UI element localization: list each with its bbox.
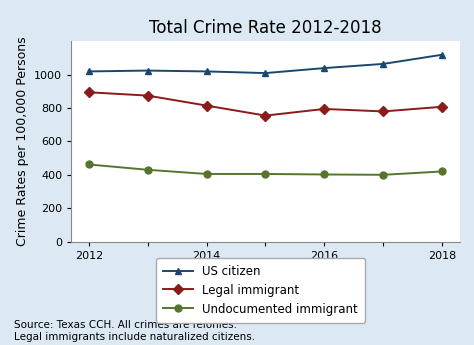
Line: Undocumented immigrant: Undocumented immigrant [85,161,446,178]
Undocumented immigrant [321,172,327,177]
Legal immigrant [439,105,445,109]
Legal immigrant [380,109,386,114]
US citizen [439,53,445,57]
Legend: US citizen, Legal immigrant, Undocumented immigrant: US citizen, Legal immigrant, Undocumente… [156,258,365,323]
Legal immigrant [263,114,268,118]
Undocumented immigrant [263,172,268,176]
Line: Legal immigrant: Legal immigrant [85,89,446,119]
Undocumented immigrant [86,162,91,167]
Legal immigrant [145,93,151,98]
US citizen [204,69,210,73]
US citizen [321,66,327,70]
Legal immigrant [204,104,210,108]
Undocumented immigrant [145,168,151,172]
Legal immigrant [321,107,327,111]
US citizen [263,71,268,75]
US citizen [145,69,151,73]
Line: US citizen: US citizen [85,51,446,77]
X-axis label: Year: Year [252,265,279,278]
Title: Total Crime Rate 2012-2018: Total Crime Rate 2012-2018 [149,19,382,37]
Legal immigrant [86,90,91,94]
Y-axis label: Crime Rates per 100,000 Persons: Crime Rates per 100,000 Persons [16,37,28,246]
Text: Source: Texas CCH. All crimes are felonies.
Legal immigrants include naturalized: Source: Texas CCH. All crimes are feloni… [14,320,255,342]
Undocumented immigrant [439,169,445,174]
Undocumented immigrant [204,172,210,176]
Undocumented immigrant [380,173,386,177]
US citizen [380,62,386,66]
US citizen [86,69,91,73]
